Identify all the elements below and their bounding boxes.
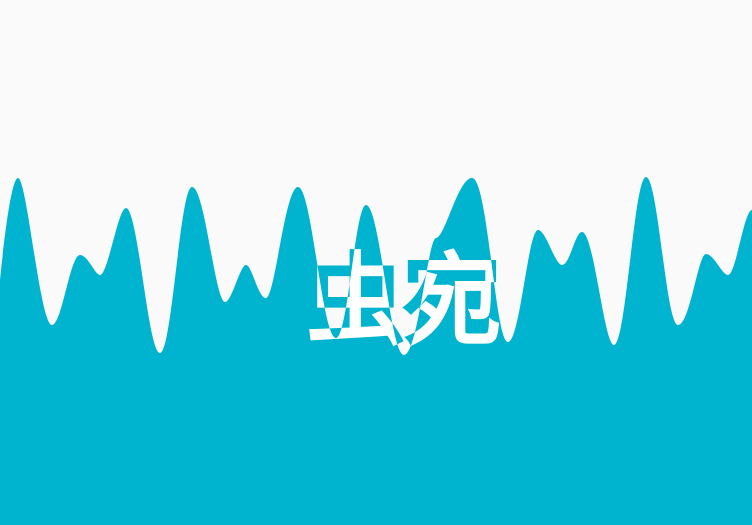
- wave-shape: [0, 177, 752, 525]
